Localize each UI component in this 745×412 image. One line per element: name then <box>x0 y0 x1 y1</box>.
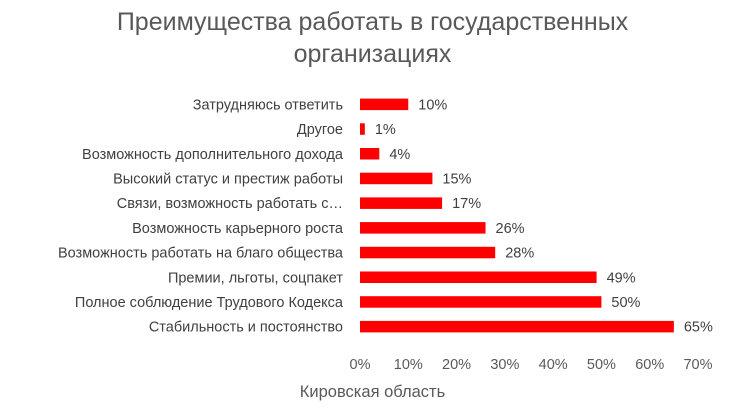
data-label: 17% <box>452 196 481 212</box>
bar <box>360 172 433 185</box>
category-label: Возможность дополнительного дохода <box>82 147 344 163</box>
value-labels: 10% 1% 4% 15% 17% 26% 28% 49% 50% 65% <box>375 97 713 335</box>
bar <box>360 271 597 283</box>
category-label: Возможность работать на благо общества <box>58 246 344 262</box>
category-label: Затрудняюсь ответить <box>193 97 343 113</box>
bar <box>360 197 443 209</box>
category-label: Связи, возможность работать с… <box>117 196 343 212</box>
bar <box>360 320 674 333</box>
data-label: 1% <box>375 122 396 138</box>
bar <box>360 98 409 111</box>
bar <box>360 148 380 160</box>
x-tick-labels: 0% 10% 20% 30% 40% 50% 60% 70% <box>350 357 713 373</box>
bar <box>360 123 365 135</box>
category-label: Стабильность и постоянство <box>149 320 343 336</box>
x-tick-label: 30% <box>490 357 519 373</box>
category-label: Другое <box>297 122 343 138</box>
data-label: 4% <box>389 147 410 163</box>
chart-title-line-2: организациях <box>293 40 452 68</box>
bar <box>360 246 496 259</box>
x-tick-label: 60% <box>635 357 664 373</box>
category-label: Премии, льготы, соцпакет <box>168 270 343 286</box>
data-label: 15% <box>442 171 471 187</box>
bar <box>360 296 602 308</box>
category-label: Высокий статус и престиж работы <box>113 171 343 187</box>
chart-title: Преимущества работать в государственных … <box>0 6 745 70</box>
data-label: 65% <box>684 320 713 336</box>
category-label: Возможность карьерного роста <box>132 221 344 237</box>
x-tick-label: 50% <box>587 357 616 373</box>
x-tick-label: 0% <box>350 357 371 373</box>
data-label: 10% <box>418 97 447 113</box>
data-label: 50% <box>611 295 640 311</box>
x-tick-label: 40% <box>539 357 568 373</box>
data-label: 26% <box>496 221 525 237</box>
x-tick-label: 10% <box>394 357 423 373</box>
category-labels: Затрудняюсь ответить Другое Возможность до… <box>58 97 344 335</box>
category-label: Полное соблюдение Трудового Кодекса <box>75 295 344 311</box>
data-label: 28% <box>505 246 534 262</box>
bars-group <box>360 98 674 333</box>
bar <box>360 222 486 234</box>
x-tick-label: 20% <box>442 357 471 373</box>
chart-title-line-1: Преимущества работать в государственных <box>116 8 629 36</box>
data-label: 49% <box>607 270 636 286</box>
x-axis-label: Кировская область <box>299 383 446 401</box>
x-tick-label: 70% <box>683 357 712 373</box>
